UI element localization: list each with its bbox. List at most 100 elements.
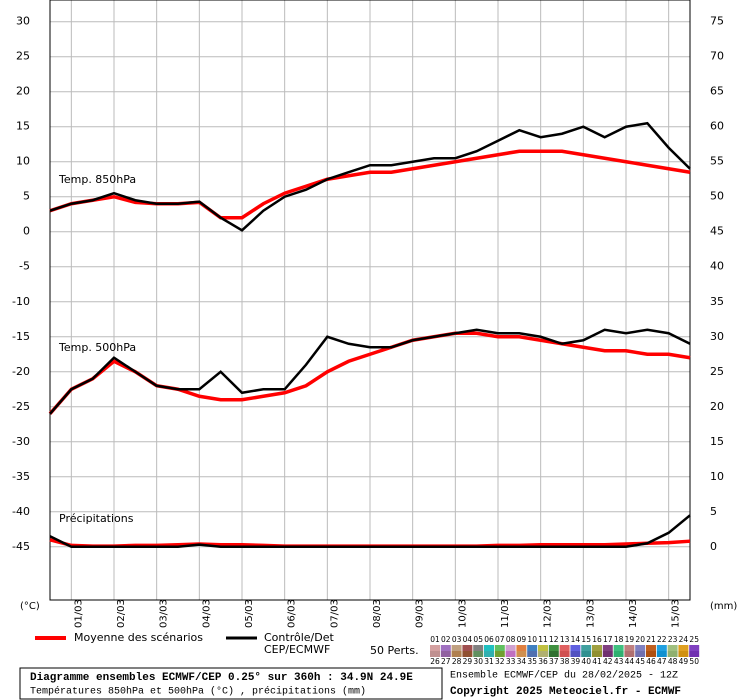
member-swatch — [689, 651, 700, 657]
member-label: 34 — [517, 657, 527, 666]
y-axis-unit: (°C) — [20, 601, 40, 612]
member-swatch — [451, 645, 462, 651]
member-swatch — [505, 645, 516, 651]
footer-copyright: Copyright 2025 Meteociel.fr - ECMWF — [450, 686, 681, 698]
member-label: 39 — [571, 657, 581, 666]
y-tick-label: -40 — [12, 505, 30, 518]
y-tick-label: -35 — [12, 470, 30, 483]
member-swatch — [473, 645, 484, 651]
member-swatch — [548, 651, 559, 657]
member-swatch — [570, 645, 581, 651]
y-tick-label: 25 — [16, 50, 30, 63]
member-swatch — [635, 645, 646, 651]
member-label: 18 — [614, 635, 624, 644]
control-line — [49, 121, 691, 232]
member-swatch — [559, 645, 570, 651]
y2-tick-label: 45 — [710, 225, 724, 238]
member-label: 24 — [679, 635, 689, 644]
x-tick-label: 03/03 — [159, 599, 170, 628]
y2-tick-label: 65 — [710, 85, 724, 98]
y2-tick-label: 10 — [710, 470, 724, 483]
member-swatch — [451, 651, 462, 657]
member-label: 11 — [538, 635, 548, 644]
member-swatch — [635, 651, 646, 657]
member-swatch — [656, 645, 667, 651]
member-swatch — [494, 651, 505, 657]
member-label: 20 — [635, 635, 645, 644]
member-swatch — [678, 651, 689, 657]
y-tick-label: 20 — [16, 85, 30, 98]
y2-tick-label: 20 — [710, 400, 724, 413]
member-label: 12 — [549, 635, 559, 644]
y-tick-label: -10 — [12, 295, 30, 308]
member-swatch — [581, 645, 592, 651]
legend-label: Contrôle/Det — [264, 631, 334, 644]
member-swatch — [473, 651, 484, 657]
member-swatch — [592, 645, 602, 651]
member-label: 43 — [614, 657, 624, 666]
member-label: 21 — [646, 635, 656, 644]
member-swatch — [430, 651, 440, 657]
member-label: 30 — [473, 657, 483, 666]
y-tick-label: 5 — [23, 190, 30, 203]
member-swatch — [613, 651, 624, 657]
y2-tick-label: 15 — [710, 435, 724, 448]
member-label: 19 — [625, 635, 635, 644]
member-swatch — [581, 651, 592, 657]
member-swatch — [689, 645, 700, 651]
member-label: 22 — [657, 635, 667, 644]
x-tick-label: 12/03 — [543, 599, 554, 628]
y-tick-label: 10 — [16, 155, 30, 168]
member-swatch — [462, 645, 473, 651]
member-label: 38 — [560, 657, 570, 666]
panel-label: Précipitations — [59, 512, 134, 525]
member-swatch — [440, 651, 451, 657]
member-label: 07 — [495, 635, 505, 644]
footer-subtitle: Températures 850hPa et 500hPa (°C) , pré… — [30, 686, 366, 698]
member-label: 15 — [581, 635, 591, 644]
member-label: 41 — [592, 657, 602, 666]
x-tick-label: 10/03 — [457, 599, 468, 628]
member-swatch — [592, 651, 602, 657]
x-tick-label: 04/03 — [201, 599, 212, 628]
member-label: 35 — [527, 657, 537, 666]
member-swatch — [667, 645, 678, 651]
member-label: 48 — [668, 657, 678, 666]
member-label: 13 — [560, 635, 570, 644]
member-swatch — [538, 651, 548, 657]
member-label: 37 — [549, 657, 559, 666]
x-tick-label: 15/03 — [671, 599, 682, 628]
member-label: 40 — [581, 657, 591, 666]
member-label: 28 — [452, 657, 462, 666]
panel-label: Temp. 850hPa — [58, 173, 136, 186]
y-tick-label: -45 — [12, 540, 30, 553]
member-label: 25 — [689, 635, 699, 644]
member-swatch — [570, 651, 581, 657]
y2-tick-label: 35 — [710, 295, 724, 308]
x-tick-label: 01/03 — [73, 599, 84, 628]
footer-box — [19, 667, 443, 700]
member-label: 08 — [506, 635, 516, 644]
plot-frame — [49, 0, 691, 601]
member-label: 26 — [430, 657, 440, 666]
member-label: 46 — [646, 657, 656, 666]
y-tick-label: -20 — [12, 365, 30, 378]
member-swatch — [538, 645, 548, 651]
control-line — [49, 514, 691, 549]
member-label: 16 — [592, 635, 602, 644]
member-swatch — [516, 651, 527, 657]
member-swatch — [646, 651, 656, 657]
x-tick-label: 11/03 — [500, 599, 511, 628]
member-swatch — [484, 651, 494, 657]
y-tick-label: 15 — [16, 120, 30, 133]
y2-tick-label: 70 — [710, 50, 724, 63]
member-label: 17 — [603, 635, 613, 644]
member-swatch — [548, 645, 559, 651]
member-swatch — [430, 645, 440, 651]
member-label: 44 — [625, 657, 635, 666]
member-swatch — [559, 651, 570, 657]
member-swatch — [505, 651, 516, 657]
member-label: 29 — [463, 657, 473, 666]
y2-tick-label: 0 — [710, 540, 717, 553]
